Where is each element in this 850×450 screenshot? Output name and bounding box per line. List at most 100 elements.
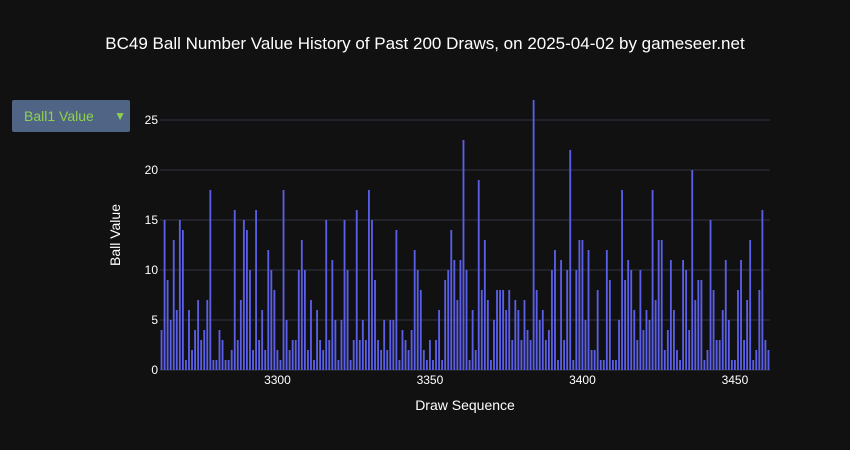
bar[interactable] bbox=[194, 330, 196, 370]
bar[interactable] bbox=[554, 250, 556, 370]
bar[interactable] bbox=[444, 280, 447, 370]
bar[interactable] bbox=[700, 280, 703, 370]
bar[interactable] bbox=[703, 360, 706, 370]
bar[interactable] bbox=[307, 350, 309, 370]
bar[interactable] bbox=[526, 330, 529, 370]
bar[interactable] bbox=[508, 290, 511, 370]
bar[interactable] bbox=[654, 300, 657, 370]
bar[interactable] bbox=[709, 220, 712, 370]
bar[interactable] bbox=[285, 320, 288, 370]
bar[interactable] bbox=[249, 270, 251, 370]
bar[interactable] bbox=[651, 190, 654, 370]
bar[interactable] bbox=[188, 310, 190, 370]
bar[interactable] bbox=[676, 350, 678, 370]
bar[interactable] bbox=[691, 170, 694, 370]
bar[interactable] bbox=[490, 360, 492, 370]
bar[interactable] bbox=[636, 340, 639, 370]
bar[interactable] bbox=[730, 360, 733, 370]
bar[interactable] bbox=[483, 240, 486, 370]
bar[interactable] bbox=[361, 320, 364, 370]
bar[interactable] bbox=[755, 350, 758, 370]
bar[interactable] bbox=[584, 320, 587, 370]
bar[interactable] bbox=[767, 350, 770, 370]
bar[interactable] bbox=[599, 360, 602, 370]
bar[interactable] bbox=[642, 330, 645, 370]
bar[interactable] bbox=[340, 320, 343, 370]
bar[interactable] bbox=[627, 260, 630, 370]
bar[interactable] bbox=[587, 250, 590, 370]
bar[interactable] bbox=[368, 190, 370, 370]
bar[interactable] bbox=[502, 290, 505, 370]
bar[interactable] bbox=[398, 360, 401, 370]
bar[interactable] bbox=[551, 270, 553, 370]
bar[interactable] bbox=[178, 220, 181, 370]
bar[interactable] bbox=[456, 300, 459, 370]
bar[interactable] bbox=[163, 220, 166, 370]
bar[interactable] bbox=[572, 360, 575, 370]
bar[interactable] bbox=[605, 250, 608, 370]
bar[interactable] bbox=[520, 340, 523, 370]
bar[interactable] bbox=[371, 220, 373, 370]
bar[interactable] bbox=[432, 360, 434, 370]
bar[interactable] bbox=[511, 340, 514, 370]
bar[interactable] bbox=[328, 340, 331, 370]
bar[interactable] bbox=[514, 300, 517, 370]
bar[interactable] bbox=[578, 240, 581, 370]
bar[interactable] bbox=[386, 350, 389, 370]
bar[interactable] bbox=[749, 240, 752, 370]
bar[interactable] bbox=[218, 330, 221, 370]
bar[interactable] bbox=[480, 290, 483, 370]
bar[interactable] bbox=[468, 360, 471, 370]
bar[interactable] bbox=[581, 240, 584, 370]
bar[interactable] bbox=[261, 310, 264, 370]
bar[interactable] bbox=[663, 350, 666, 370]
bar[interactable] bbox=[447, 270, 450, 370]
bar[interactable] bbox=[429, 340, 431, 370]
bar[interactable] bbox=[395, 230, 398, 370]
bar[interactable] bbox=[358, 340, 361, 370]
bar[interactable] bbox=[648, 320, 651, 370]
bar[interactable] bbox=[325, 220, 328, 370]
bar[interactable] bbox=[422, 350, 425, 370]
bar[interactable] bbox=[206, 300, 209, 370]
bar[interactable] bbox=[615, 360, 617, 370]
bar[interactable] bbox=[679, 360, 681, 370]
bar[interactable] bbox=[374, 280, 376, 370]
bar[interactable] bbox=[294, 340, 297, 370]
bar[interactable] bbox=[224, 360, 227, 370]
bar[interactable] bbox=[288, 350, 291, 370]
bar[interactable] bbox=[203, 330, 206, 370]
bar[interactable] bbox=[532, 100, 535, 370]
bar[interactable] bbox=[563, 340, 566, 370]
bar[interactable] bbox=[221, 340, 224, 370]
bar[interactable] bbox=[660, 240, 663, 370]
bar[interactable] bbox=[291, 340, 294, 370]
bar[interactable] bbox=[608, 280, 611, 370]
bar[interactable] bbox=[169, 320, 172, 370]
bar[interactable] bbox=[334, 320, 337, 370]
bar[interactable] bbox=[236, 340, 239, 370]
bar[interactable] bbox=[316, 310, 318, 370]
bar[interactable] bbox=[459, 260, 462, 370]
bar[interactable] bbox=[166, 280, 169, 370]
bar[interactable] bbox=[441, 360, 444, 370]
bar[interactable] bbox=[523, 300, 526, 370]
bar[interactable] bbox=[761, 210, 764, 370]
bar[interactable] bbox=[438, 310, 440, 370]
bar[interactable] bbox=[258, 340, 261, 370]
bar[interactable] bbox=[758, 290, 761, 370]
ball-select-dropdown[interactable]: Ball1 Value ▼ bbox=[12, 100, 130, 132]
bar[interactable] bbox=[300, 240, 303, 370]
bar[interactable] bbox=[175, 310, 178, 370]
bar[interactable] bbox=[688, 330, 691, 370]
bar[interactable] bbox=[712, 290, 715, 370]
bar[interactable] bbox=[453, 260, 456, 370]
bar[interactable] bbox=[624, 280, 627, 370]
bar[interactable] bbox=[727, 320, 730, 370]
bar[interactable] bbox=[322, 350, 325, 370]
bar[interactable] bbox=[633, 310, 636, 370]
bar[interactable] bbox=[416, 270, 419, 370]
bar[interactable] bbox=[343, 220, 346, 370]
bar[interactable] bbox=[752, 360, 755, 370]
bar[interactable] bbox=[669, 260, 672, 370]
